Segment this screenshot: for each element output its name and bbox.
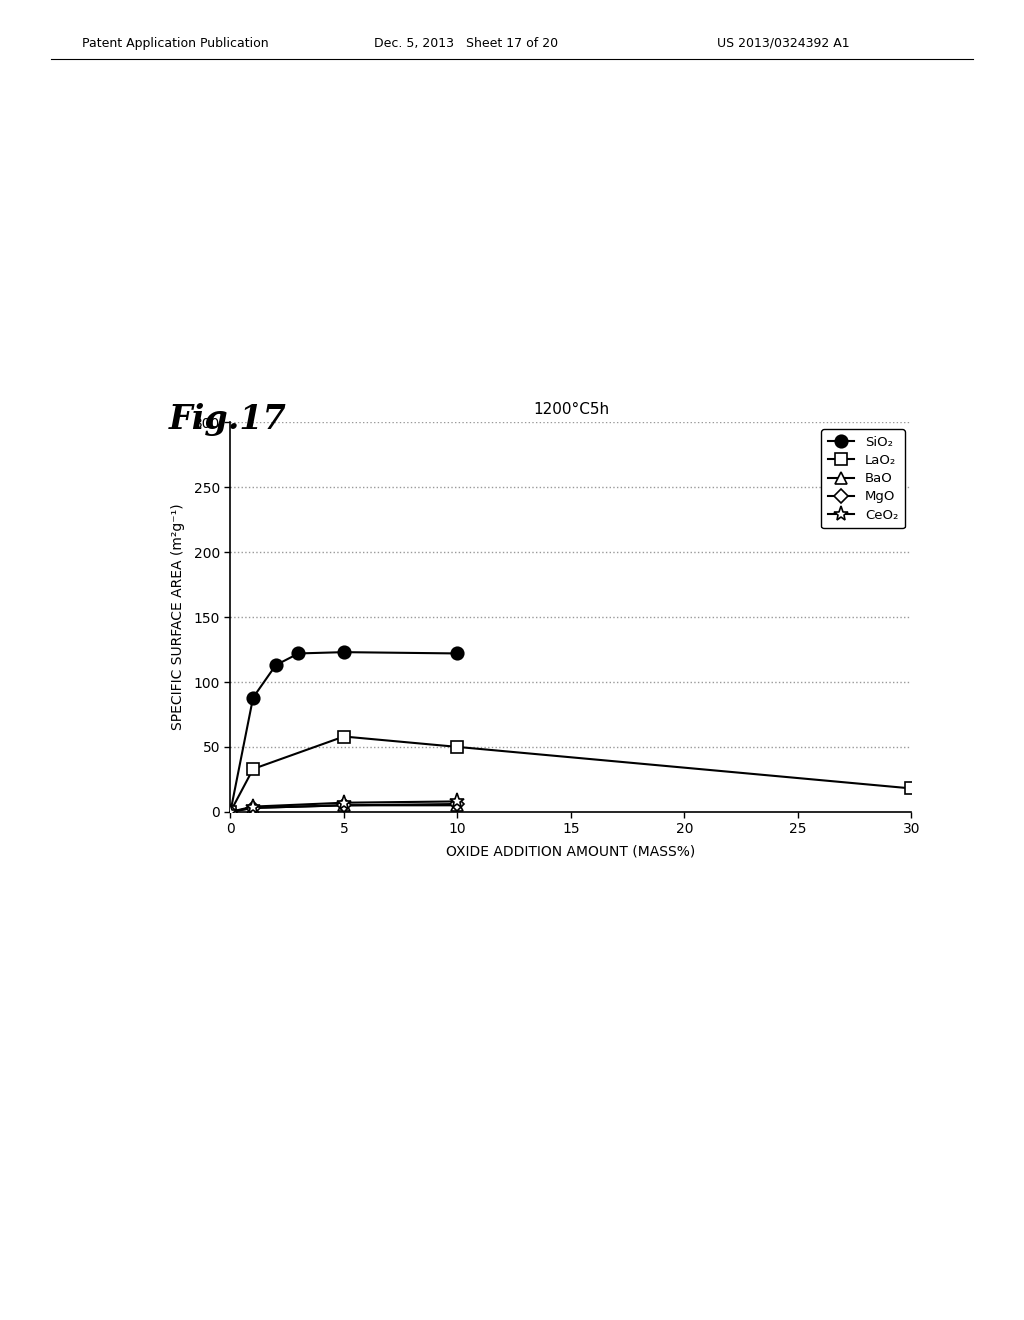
LaO₂	[247, 762, 259, 777]
SiO₂	[269, 657, 282, 673]
Text: Fig.17: Fig.17	[169, 403, 287, 436]
BaO	[247, 800, 259, 816]
SiO₂	[247, 689, 259, 705]
BaO	[452, 797, 464, 813]
Text: Dec. 5, 2013   Sheet 17 of 20: Dec. 5, 2013 Sheet 17 of 20	[374, 37, 558, 50]
CeO₂	[224, 804, 237, 820]
Line: SiO₂: SiO₂	[224, 645, 464, 818]
Text: Patent Application Publication: Patent Application Publication	[82, 37, 268, 50]
Line: MgO: MgO	[225, 799, 462, 817]
SiO₂	[452, 645, 464, 661]
CeO₂	[338, 795, 350, 810]
BaO	[338, 797, 350, 813]
SiO₂	[224, 804, 237, 820]
SiO₂	[338, 644, 350, 660]
X-axis label: OXIDE ADDITION AMOUNT (MASS%): OXIDE ADDITION AMOUNT (MASS%)	[446, 845, 695, 858]
LaO₂	[905, 780, 918, 796]
MgO	[224, 804, 237, 820]
SiO₂	[293, 645, 305, 661]
Line: LaO₂: LaO₂	[225, 731, 916, 817]
Legend: SiO₂, LaO₂, BaO, MgO, CeO₂: SiO₂, LaO₂, BaO, MgO, CeO₂	[821, 429, 905, 528]
LaO₂	[338, 729, 350, 744]
MgO	[452, 796, 464, 812]
MgO	[247, 800, 259, 816]
BaO	[224, 804, 237, 820]
LaO₂	[224, 804, 237, 820]
Text: US 2013/0324392 A1: US 2013/0324392 A1	[717, 37, 850, 50]
Line: CeO₂: CeO₂	[223, 793, 465, 820]
LaO₂	[452, 739, 464, 755]
Title: 1200°C5h: 1200°C5h	[532, 403, 609, 417]
CeO₂	[452, 793, 464, 809]
Y-axis label: SPECIFIC SURFACE AREA (m²g⁻¹): SPECIFIC SURFACE AREA (m²g⁻¹)	[171, 504, 185, 730]
Line: BaO: BaO	[225, 800, 463, 817]
CeO₂	[247, 799, 259, 814]
MgO	[338, 797, 350, 813]
